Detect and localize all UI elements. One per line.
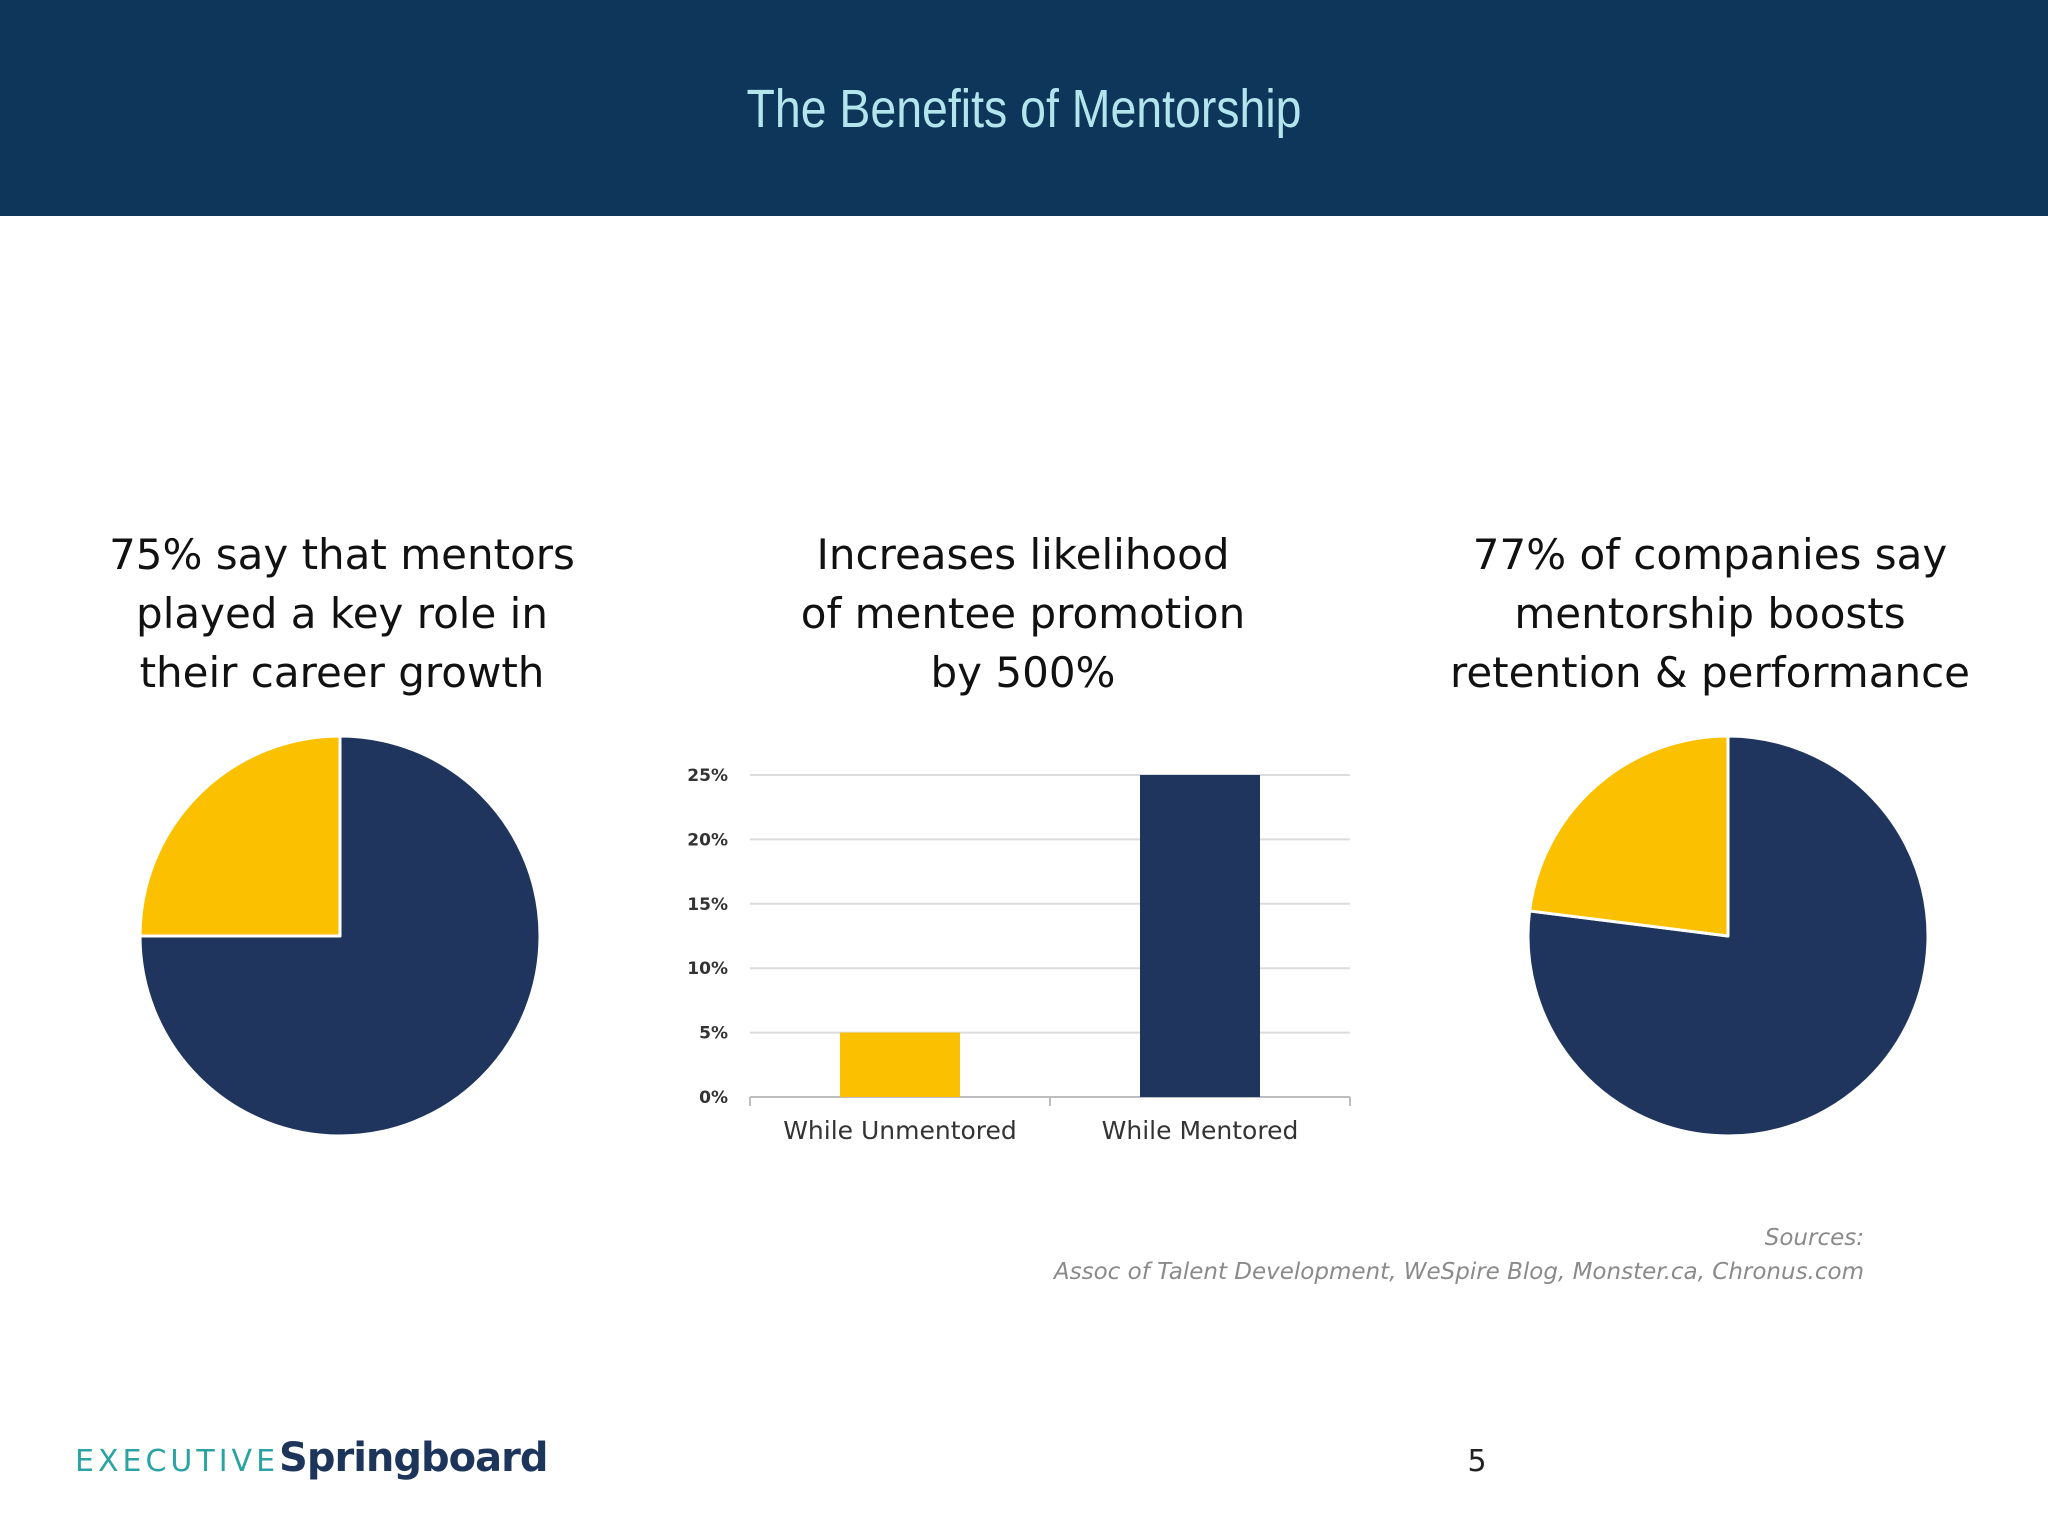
slide-title: The Benefits of Mentorship bbox=[746, 79, 1302, 139]
caption-left-line: played a key role in bbox=[136, 589, 548, 638]
x-category-label: While Mentored bbox=[1102, 1116, 1299, 1145]
pie-career-growth-slice-other bbox=[138, 734, 342, 938]
bar-chart-promotion: 0% 5% 10% 15% 20% 25% While Unmentored While Me… bbox=[687, 766, 1351, 1145]
y-tick-label: 0% bbox=[699, 1088, 728, 1108]
pie-career-growth-slice-yes bbox=[138, 734, 542, 1138]
caption-middle: Increases likelihood of mentee promotion… bbox=[743, 525, 1303, 702]
caption-right-line: mentorship boosts bbox=[1514, 589, 1906, 638]
caption-middle-line: by 500% bbox=[930, 648, 1116, 697]
logo-executive-text: EXECUTIVE bbox=[75, 1444, 280, 1479]
caption-right-line: retention & performance bbox=[1450, 648, 1970, 697]
y-tick-label: 5% bbox=[699, 1024, 728, 1044]
caption-middle-line: of mentee promotion bbox=[800, 589, 1246, 638]
bar-while-mentored bbox=[1140, 775, 1260, 1097]
y-tick-label: 20% bbox=[687, 830, 728, 850]
sources-list: Assoc of Talent Development, WeSpire Blo… bbox=[1053, 1259, 1864, 1285]
pie-retention-slice-other bbox=[1528, 734, 1730, 938]
caption-left-line: 75% say that mentors bbox=[109, 530, 575, 579]
x-category-label: While Unmentored bbox=[783, 1116, 1017, 1145]
pie-chart-career-growth bbox=[138, 734, 542, 1138]
page-number: 5 bbox=[1467, 1444, 1487, 1479]
caption-right: 77% of companies say mentorship boosts r… bbox=[1430, 525, 1990, 702]
sources-label: Sources: bbox=[1764, 1225, 1864, 1251]
bar-while-unmentored bbox=[840, 1032, 960, 1097]
pie-chart-retention bbox=[1526, 734, 1930, 1138]
y-tick-label: 10% bbox=[687, 959, 728, 979]
caption-left: 75% say that mentors played a key role i… bbox=[62, 525, 622, 702]
header-band bbox=[0, 0, 2048, 216]
y-tick-label: 15% bbox=[687, 895, 728, 915]
caption-left-line: their career growth bbox=[139, 648, 545, 697]
logo-springboard-text: Springboard bbox=[279, 1435, 548, 1481]
y-tick-label: 25% bbox=[687, 766, 728, 786]
executive-springboard-logo: EXECUTIVESpringboard bbox=[75, 1435, 548, 1481]
caption-right-line: 77% of companies say bbox=[1472, 530, 1948, 579]
caption-middle-line: Increases likelihood bbox=[816, 530, 1230, 579]
